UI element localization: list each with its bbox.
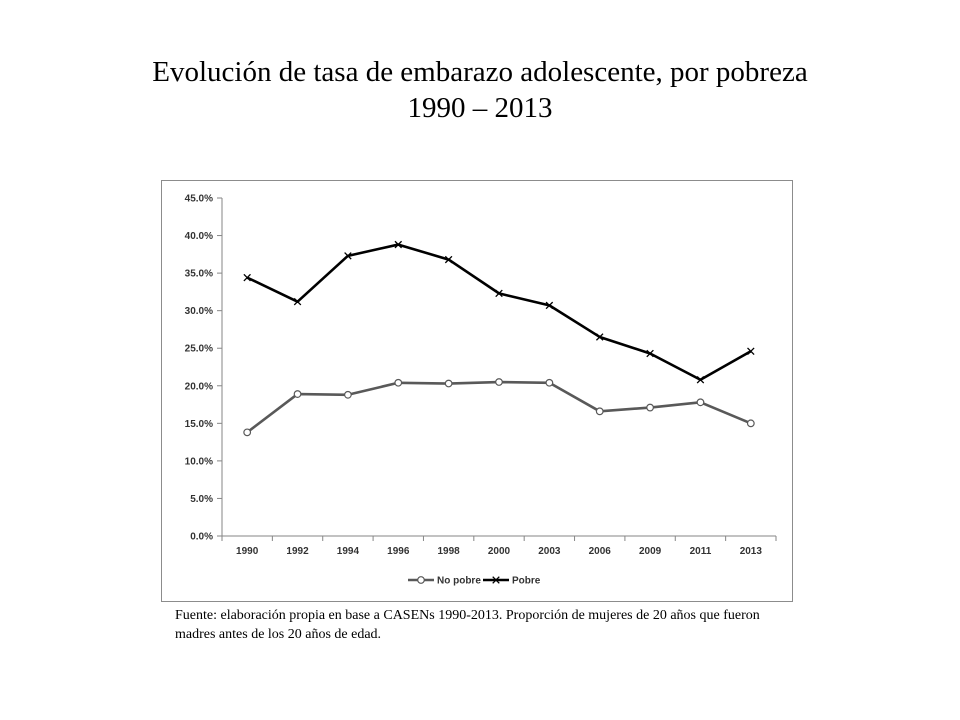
data-point-pobre — [394, 240, 403, 249]
series-pobre — [243, 240, 755, 384]
series-line-pobre — [246, 243, 752, 382]
series-no-pobre — [243, 378, 755, 437]
data-point-pobre — [696, 376, 705, 384]
legend-entry-pobre: Pobre — [483, 576, 541, 587]
slide-title: Evolución de tasa de embarazo adolescent… — [0, 54, 960, 126]
data-point-no-pobre — [595, 407, 604, 416]
data-point-no-pobre — [394, 378, 403, 387]
data-point-pobre — [495, 289, 503, 298]
marker-x-stroke — [394, 240, 403, 249]
x-tick-label: 2006 — [589, 546, 612, 557]
marker-x-stroke — [495, 289, 503, 298]
data-point-no-pobre — [444, 379, 453, 388]
slide-title-line1: Evolución de tasa de embarazo adolescent… — [152, 56, 808, 88]
data-point-pobre — [444, 255, 453, 264]
x-tick-label: 1990 — [236, 546, 259, 557]
data-point-no-pobre — [293, 390, 302, 398]
legend-label: Pobre — [512, 576, 541, 587]
data-point-pobre — [747, 347, 755, 355]
data-point-pobre — [344, 252, 352, 260]
x-tick-label: 1996 — [387, 546, 410, 557]
x-tick-label: 1994 — [337, 546, 360, 557]
y-tick-label: 15.0% — [185, 419, 213, 430]
data-point-no-pobre — [495, 378, 503, 386]
series-line-no-pobre — [246, 380, 752, 434]
x-tick-label: 2000 — [488, 546, 511, 557]
y-tick-label: 40.0% — [185, 231, 213, 242]
marker-x-stroke — [646, 349, 654, 358]
legend-marker — [417, 576, 425, 584]
marker-x-stroke — [293, 297, 302, 306]
x-tick-label: 2011 — [690, 546, 712, 557]
y-tick-label: 5.0% — [190, 494, 213, 505]
legend-marker — [492, 576, 500, 584]
x-tick-label: 2003 — [538, 546, 561, 557]
y-tick-label: 45.0% — [185, 194, 213, 205]
marker-x-stroke — [545, 301, 554, 310]
y-tick-label: 20.0% — [185, 381, 213, 392]
legend-entry-no-pobre: No pobre — [408, 576, 481, 587]
x-tick-label: 1992 — [286, 546, 309, 557]
data-point-pobre — [595, 333, 604, 341]
data-point-no-pobre — [646, 403, 654, 412]
data-point-pobre — [646, 349, 654, 358]
x-tick-label: 2009 — [639, 546, 662, 557]
marker-x-stroke — [696, 376, 705, 384]
data-point-no-pobre — [344, 390, 352, 399]
slide-title-line2: 1990 – 2013 — [407, 92, 553, 124]
y-tick-label: 35.0% — [185, 269, 213, 280]
data-point-pobre — [545, 301, 554, 310]
data-point-no-pobre — [746, 419, 755, 428]
marker-x-stroke — [243, 273, 251, 282]
data-point-pobre — [293, 297, 302, 306]
x-tick-label: 2013 — [740, 546, 763, 557]
y-tick-label: 25.0% — [185, 344, 213, 355]
y-tick-label: 10.0% — [185, 456, 213, 467]
data-point-pobre — [243, 273, 251, 282]
marker-x-stroke — [747, 347, 755, 355]
y-tick-label: 30.0% — [185, 306, 213, 317]
data-point-no-pobre — [545, 378, 554, 387]
legend-label: No pobre — [437, 576, 481, 587]
marker-x-stroke — [444, 255, 453, 264]
marker-x-stroke — [492, 576, 500, 584]
x-tick-label: 1998 — [438, 546, 461, 557]
marker-x-stroke — [595, 333, 604, 341]
line-chart: 0.0% 5.0% 10.0% 15.0% 20.0% 25.0% 30.0% 35.0% 40… — [185, 194, 777, 587]
data-point-no-pobre — [696, 398, 705, 407]
source-note: Fuente: elaboración propia en base a CAS… — [175, 608, 760, 642]
chart-frame: 0.0% 5.0% 10.0% 15.0% 20.0% 25.0% 30.0% 35.0% 40… — [161, 180, 793, 602]
data-point-no-pobre — [243, 428, 252, 437]
y-tick-label: 0.0% — [190, 532, 213, 543]
marker-x-stroke — [344, 252, 352, 260]
